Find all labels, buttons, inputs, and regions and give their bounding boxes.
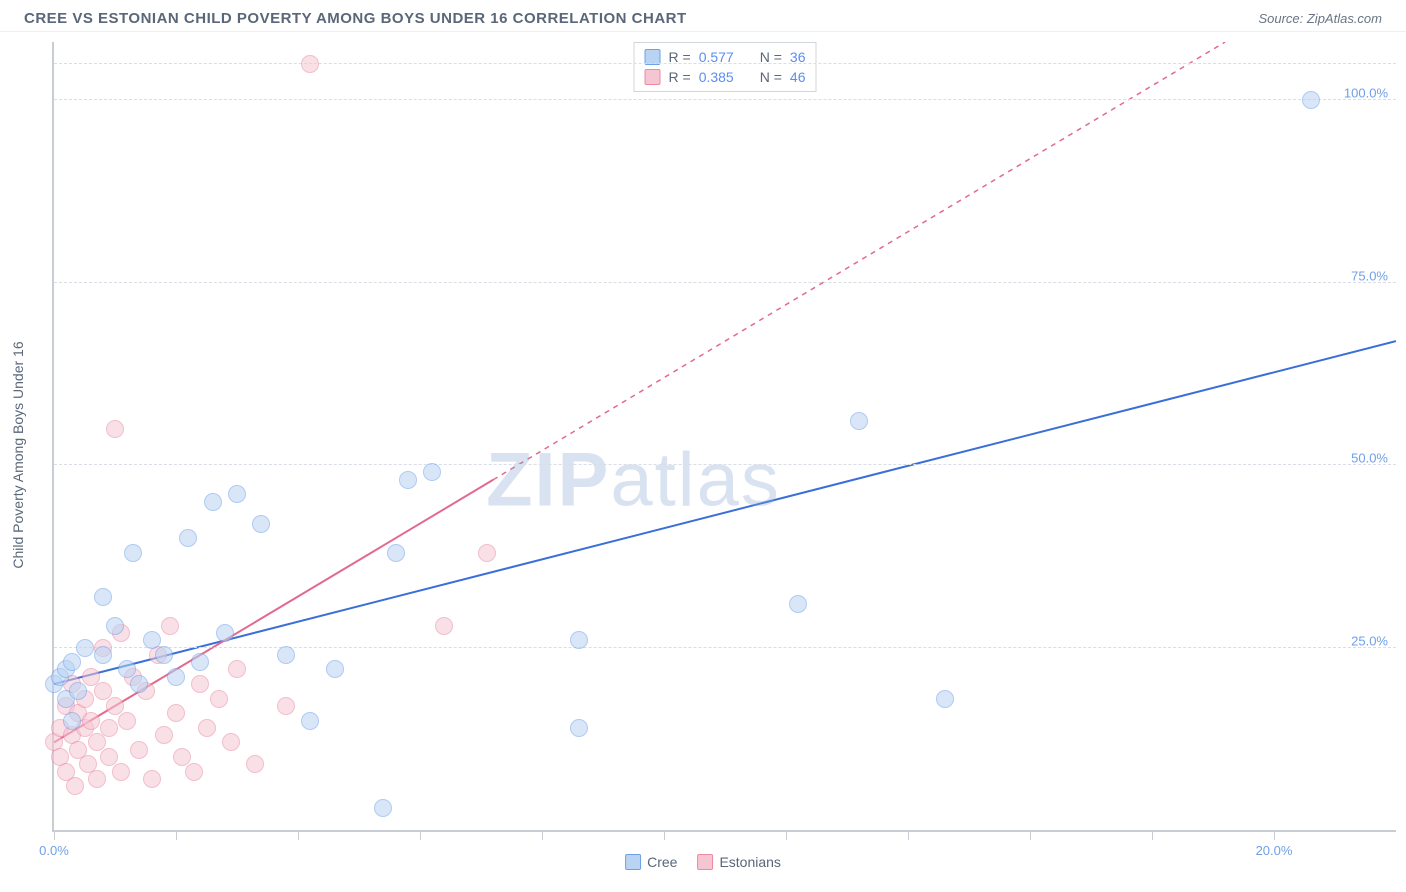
data-point (185, 763, 203, 781)
data-point (76, 639, 94, 657)
data-point (936, 690, 954, 708)
data-point (252, 515, 270, 533)
x-tick (176, 832, 177, 840)
legend-n-label: N = (760, 69, 782, 85)
chart-header: CREE VS ESTONIAN CHILD POVERTY AMONG BOY… (0, 0, 1406, 32)
data-point (198, 719, 216, 737)
data-point (423, 463, 441, 481)
data-point (850, 412, 868, 430)
data-point (112, 763, 130, 781)
data-point (106, 420, 124, 438)
data-point (88, 770, 106, 788)
data-point (789, 595, 807, 613)
data-point (191, 653, 209, 671)
data-point (130, 741, 148, 759)
data-point (143, 770, 161, 788)
legend-swatch (697, 854, 713, 870)
data-point (246, 755, 264, 773)
x-tick (786, 832, 787, 840)
data-point (228, 485, 246, 503)
gridline (54, 464, 1396, 465)
x-tick-label: 0.0% (39, 843, 69, 858)
data-point (155, 726, 173, 744)
series-name: Cree (647, 854, 677, 870)
data-point (155, 646, 173, 664)
legend-swatch (625, 854, 641, 870)
data-point (570, 631, 588, 649)
data-point (570, 719, 588, 737)
data-point (179, 529, 197, 547)
data-point (277, 646, 295, 664)
gridline (54, 647, 1396, 648)
series-legend-item: Cree (625, 854, 677, 870)
data-point (161, 617, 179, 635)
gridline (54, 63, 1396, 64)
legend-row: R = 0.385 N = 46 (645, 67, 806, 87)
data-point (63, 712, 81, 730)
x-tick (908, 832, 909, 840)
data-point (167, 704, 185, 722)
gridline (54, 282, 1396, 283)
legend-row: R =0.577N =36 (645, 47, 806, 67)
data-point (118, 712, 136, 730)
legend-r-label: R = (669, 69, 691, 85)
data-point (204, 493, 222, 511)
trend-line (54, 341, 1396, 684)
data-point (82, 712, 100, 730)
data-point (228, 660, 246, 678)
source-attribution: Source: ZipAtlas.com (1258, 11, 1382, 26)
y-tick-label: 25.0% (1351, 633, 1388, 648)
legend-swatch (645, 69, 661, 85)
x-tick (1274, 832, 1275, 840)
data-point (63, 653, 81, 671)
data-point (124, 544, 142, 562)
series-name: Estonians (719, 854, 780, 870)
data-point (1302, 91, 1320, 109)
series-legend-item: Estonians (697, 854, 780, 870)
series-legend: Cree Estonians (625, 854, 781, 870)
x-tick (1030, 832, 1031, 840)
correlation-legend: R =0.577N =36 R = 0.385 N = 46 (634, 42, 817, 92)
y-tick-label: 75.0% (1351, 268, 1388, 283)
data-point (100, 719, 118, 737)
data-point (277, 697, 295, 715)
watermark: ZIPatlas (486, 436, 781, 523)
data-point (191, 675, 209, 693)
y-axis-label: Child Poverty Among Boys Under 16 (10, 341, 26, 568)
data-point (435, 617, 453, 635)
data-point (130, 675, 148, 693)
data-point (167, 668, 185, 686)
data-point (326, 660, 344, 678)
data-point (222, 733, 240, 751)
gridline (54, 99, 1396, 100)
x-tick (54, 832, 55, 840)
plot-region: ZIPatlas R =0.577N =36 R = 0.385 N = 46 25.0… (52, 42, 1396, 832)
data-point (106, 617, 124, 635)
y-tick-label: 100.0% (1344, 86, 1388, 101)
data-point (210, 690, 228, 708)
data-point (94, 588, 112, 606)
trend-lines (54, 42, 1396, 830)
data-point (399, 471, 417, 489)
x-tick (1152, 832, 1153, 840)
y-tick-label: 50.0% (1351, 451, 1388, 466)
chart-title: CREE VS ESTONIAN CHILD POVERTY AMONG BOY… (24, 10, 687, 27)
data-point (387, 544, 405, 562)
data-point (478, 544, 496, 562)
chart-area: Child Poverty Among Boys Under 16 ZIPatl… (0, 32, 1406, 878)
x-tick-label: 20.0% (1256, 843, 1293, 858)
x-tick (542, 832, 543, 840)
x-tick (664, 832, 665, 840)
data-point (66, 777, 84, 795)
data-point (94, 646, 112, 664)
legend-r-value: 0.385 (699, 69, 734, 85)
data-point (69, 682, 87, 700)
data-point (374, 799, 392, 817)
x-tick (420, 832, 421, 840)
legend-n-value: 46 (790, 69, 806, 85)
x-tick (298, 832, 299, 840)
data-point (216, 624, 234, 642)
data-point (301, 712, 319, 730)
data-point (301, 55, 319, 73)
